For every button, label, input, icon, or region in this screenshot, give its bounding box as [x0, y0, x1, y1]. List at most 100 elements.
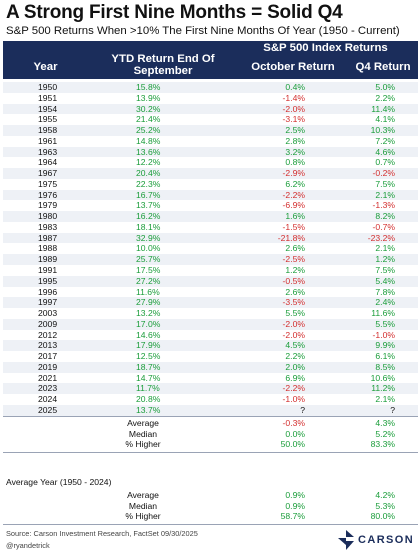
summary-q4: 83.3% — [370, 439, 395, 450]
table-row: 1964 12.2% 0.8% 0.7% — [3, 157, 418, 168]
cell-ytd-return: 25.2% — [136, 125, 161, 136]
cell-year: 1996 — [38, 286, 58, 297]
cell-q4-return: -0.7% — [372, 221, 395, 232]
table-row: 1996 11.6% 2.6% 7.8% — [3, 287, 418, 298]
cell-october-return: 6.2% — [285, 178, 305, 189]
cell-year: 1954 — [38, 103, 58, 114]
table-row: 2017 12.5% 2.2% 6.1% — [3, 351, 418, 362]
cell-q4-return: 7.2% — [375, 135, 395, 146]
table-row: 2023 11.7% -2.2% 11.2% — [3, 383, 418, 395]
cell-year: 1950 — [38, 82, 58, 92]
table-row: 1963 13.6% 3.2% 4.6% — [3, 146, 418, 158]
cell-q4-return: 11.2% — [371, 383, 395, 394]
table-row: 1961 14.8% 2.8% 7.2% — [3, 136, 418, 147]
cell-year: 2024 — [38, 394, 58, 405]
cell-year: 1989 — [38, 254, 58, 265]
carson-logo-icon — [338, 530, 354, 550]
cell-q4-return: 2.4% — [375, 297, 395, 308]
cell-ytd-return: 21.4% — [136, 114, 161, 125]
table-row: 1991 17.5% 1.2% 7.5% — [3, 265, 418, 276]
summary-q4: 5.2% — [375, 428, 395, 439]
footer-divider — [3, 524, 418, 525]
cell-october-return: 5.5% — [285, 308, 305, 319]
table-row: 1958 25.2% 2.5% 10.3% — [3, 125, 418, 136]
average-year-label: Average — [127, 490, 159, 500]
cell-year: 1988 — [38, 243, 58, 254]
table-row: 2013 17.9% 4.5% 9.9% — [3, 340, 418, 352]
summary-october: 0.0% — [285, 428, 305, 439]
cell-ytd-return: 17.0% — [136, 318, 161, 329]
cell-october-return: 2.0% — [285, 361, 305, 372]
average-year-october: 80.0% — [370, 511, 395, 522]
cell-q4-return: -1.3% — [372, 200, 395, 211]
table-row: 2009 17.0% -2.0% 5.5% — [3, 318, 418, 330]
cell-october-return: -2.0% — [282, 318, 305, 329]
summary-q4: 4.3% — [375, 418, 395, 428]
cell-october-return: -2.2% — [282, 189, 305, 200]
source-note: Source: Carson Investment Research, Fact… — [6, 529, 198, 538]
column-group-sp500: S&P 500 Index Returns — [263, 42, 388, 54]
table-row: 1954 30.2% -2.0% 11.4% — [3, 103, 418, 115]
cell-year: 2025 — [38, 404, 58, 415]
cell-q4-return: 2.2% — [375, 92, 395, 103]
cell-year: 1995 — [38, 275, 58, 286]
column-header-ytd-line2: September — [133, 65, 193, 77]
cell-ytd-return: 16.2% — [136, 211, 161, 222]
cell-ytd-return: 11.6% — [136, 286, 160, 297]
cell-ytd-return: 20.8% — [136, 394, 161, 405]
summary-divider-2 — [3, 452, 418, 453]
cell-october-return: 2.6% — [285, 243, 305, 254]
cell-q4-return: 1.2% — [375, 254, 395, 265]
cell-q4-return: 0.7% — [375, 157, 395, 168]
table-row: 1955 21.4% -3.1% 4.1% — [3, 114, 418, 125]
average-year-label: % Higher — [125, 511, 161, 522]
cell-year: 2003 — [38, 308, 58, 319]
cell-year: 2013 — [38, 340, 58, 351]
cell-ytd-return: 13.7% — [136, 200, 161, 211]
cell-year: 1991 — [38, 265, 58, 276]
cell-year: 1979 — [38, 200, 58, 211]
summary-row: % Higher 50.0% 83.3% — [3, 439, 418, 450]
cell-october-return: -2.2% — [282, 383, 305, 394]
cell-ytd-return: 25.7% — [136, 254, 161, 265]
cell-year: 1987 — [38, 232, 58, 243]
cell-october-return: 2.6% — [285, 286, 305, 297]
cell-ytd-return: 14.8% — [136, 135, 161, 146]
cell-ytd-return: 18.1% — [136, 221, 161, 232]
average-year-october: 0.9% — [285, 490, 305, 500]
table-header: S&P 500 Index Returns Year YTD Return En… — [3, 41, 418, 79]
cell-q4-return: 6.1% — [375, 351, 395, 362]
cell-october-return: 2.5% — [285, 125, 305, 136]
cell-year: 1976 — [38, 189, 58, 200]
cell-ytd-return: 27.2% — [136, 275, 161, 286]
cell-ytd-return: 17.5% — [136, 265, 161, 276]
cell-ytd-return: 18.7% — [136, 361, 161, 372]
cell-year: 1983 — [38, 221, 58, 232]
average-year-q4: 5.3% — [375, 500, 395, 511]
cell-ytd-return: 10.0% — [136, 243, 161, 254]
cell-ytd-return: 11.7% — [136, 383, 160, 394]
cell-ytd-return: 13.7% — [136, 404, 161, 415]
cell-ytd-return: 32.9% — [136, 232, 161, 243]
cell-q4-return: 2.1% — [375, 189, 395, 200]
cell-q4-return: -1.0% — [372, 329, 395, 340]
table-row: 1988 10.0% 2.6% 2.1% — [3, 243, 418, 254]
cell-october-return: -1.5% — [282, 221, 305, 232]
table-row: 1976 16.7% -2.2% 2.1% — [3, 189, 418, 201]
cell-q4-return: 8.5% — [375, 361, 395, 372]
cell-q4-return: 5.5% — [375, 318, 395, 329]
cell-october-return: -1.4% — [282, 92, 305, 103]
cell-october-return: -2.0% — [282, 329, 305, 340]
cell-october-return: 6.9% — [285, 372, 305, 383]
summary-divider — [3, 416, 418, 417]
cell-october-return: 0.4% — [285, 82, 305, 92]
cell-q4-return: 5.0% — [375, 82, 395, 92]
cell-year: 2009 — [38, 318, 58, 329]
summary-label: Median — [128, 428, 158, 439]
table-row: 2012 14.6% -2.0% -1.0% — [3, 330, 418, 341]
table-row: 2021 14.7% 6.9% 10.6% — [3, 373, 418, 384]
column-header-year: Year — [33, 61, 58, 73]
cell-ytd-return: 20.4% — [136, 168, 161, 179]
table-row: 1979 13.7% -6.9% -1.3% — [3, 200, 418, 211]
cell-q4-return: 11.6% — [371, 308, 395, 319]
